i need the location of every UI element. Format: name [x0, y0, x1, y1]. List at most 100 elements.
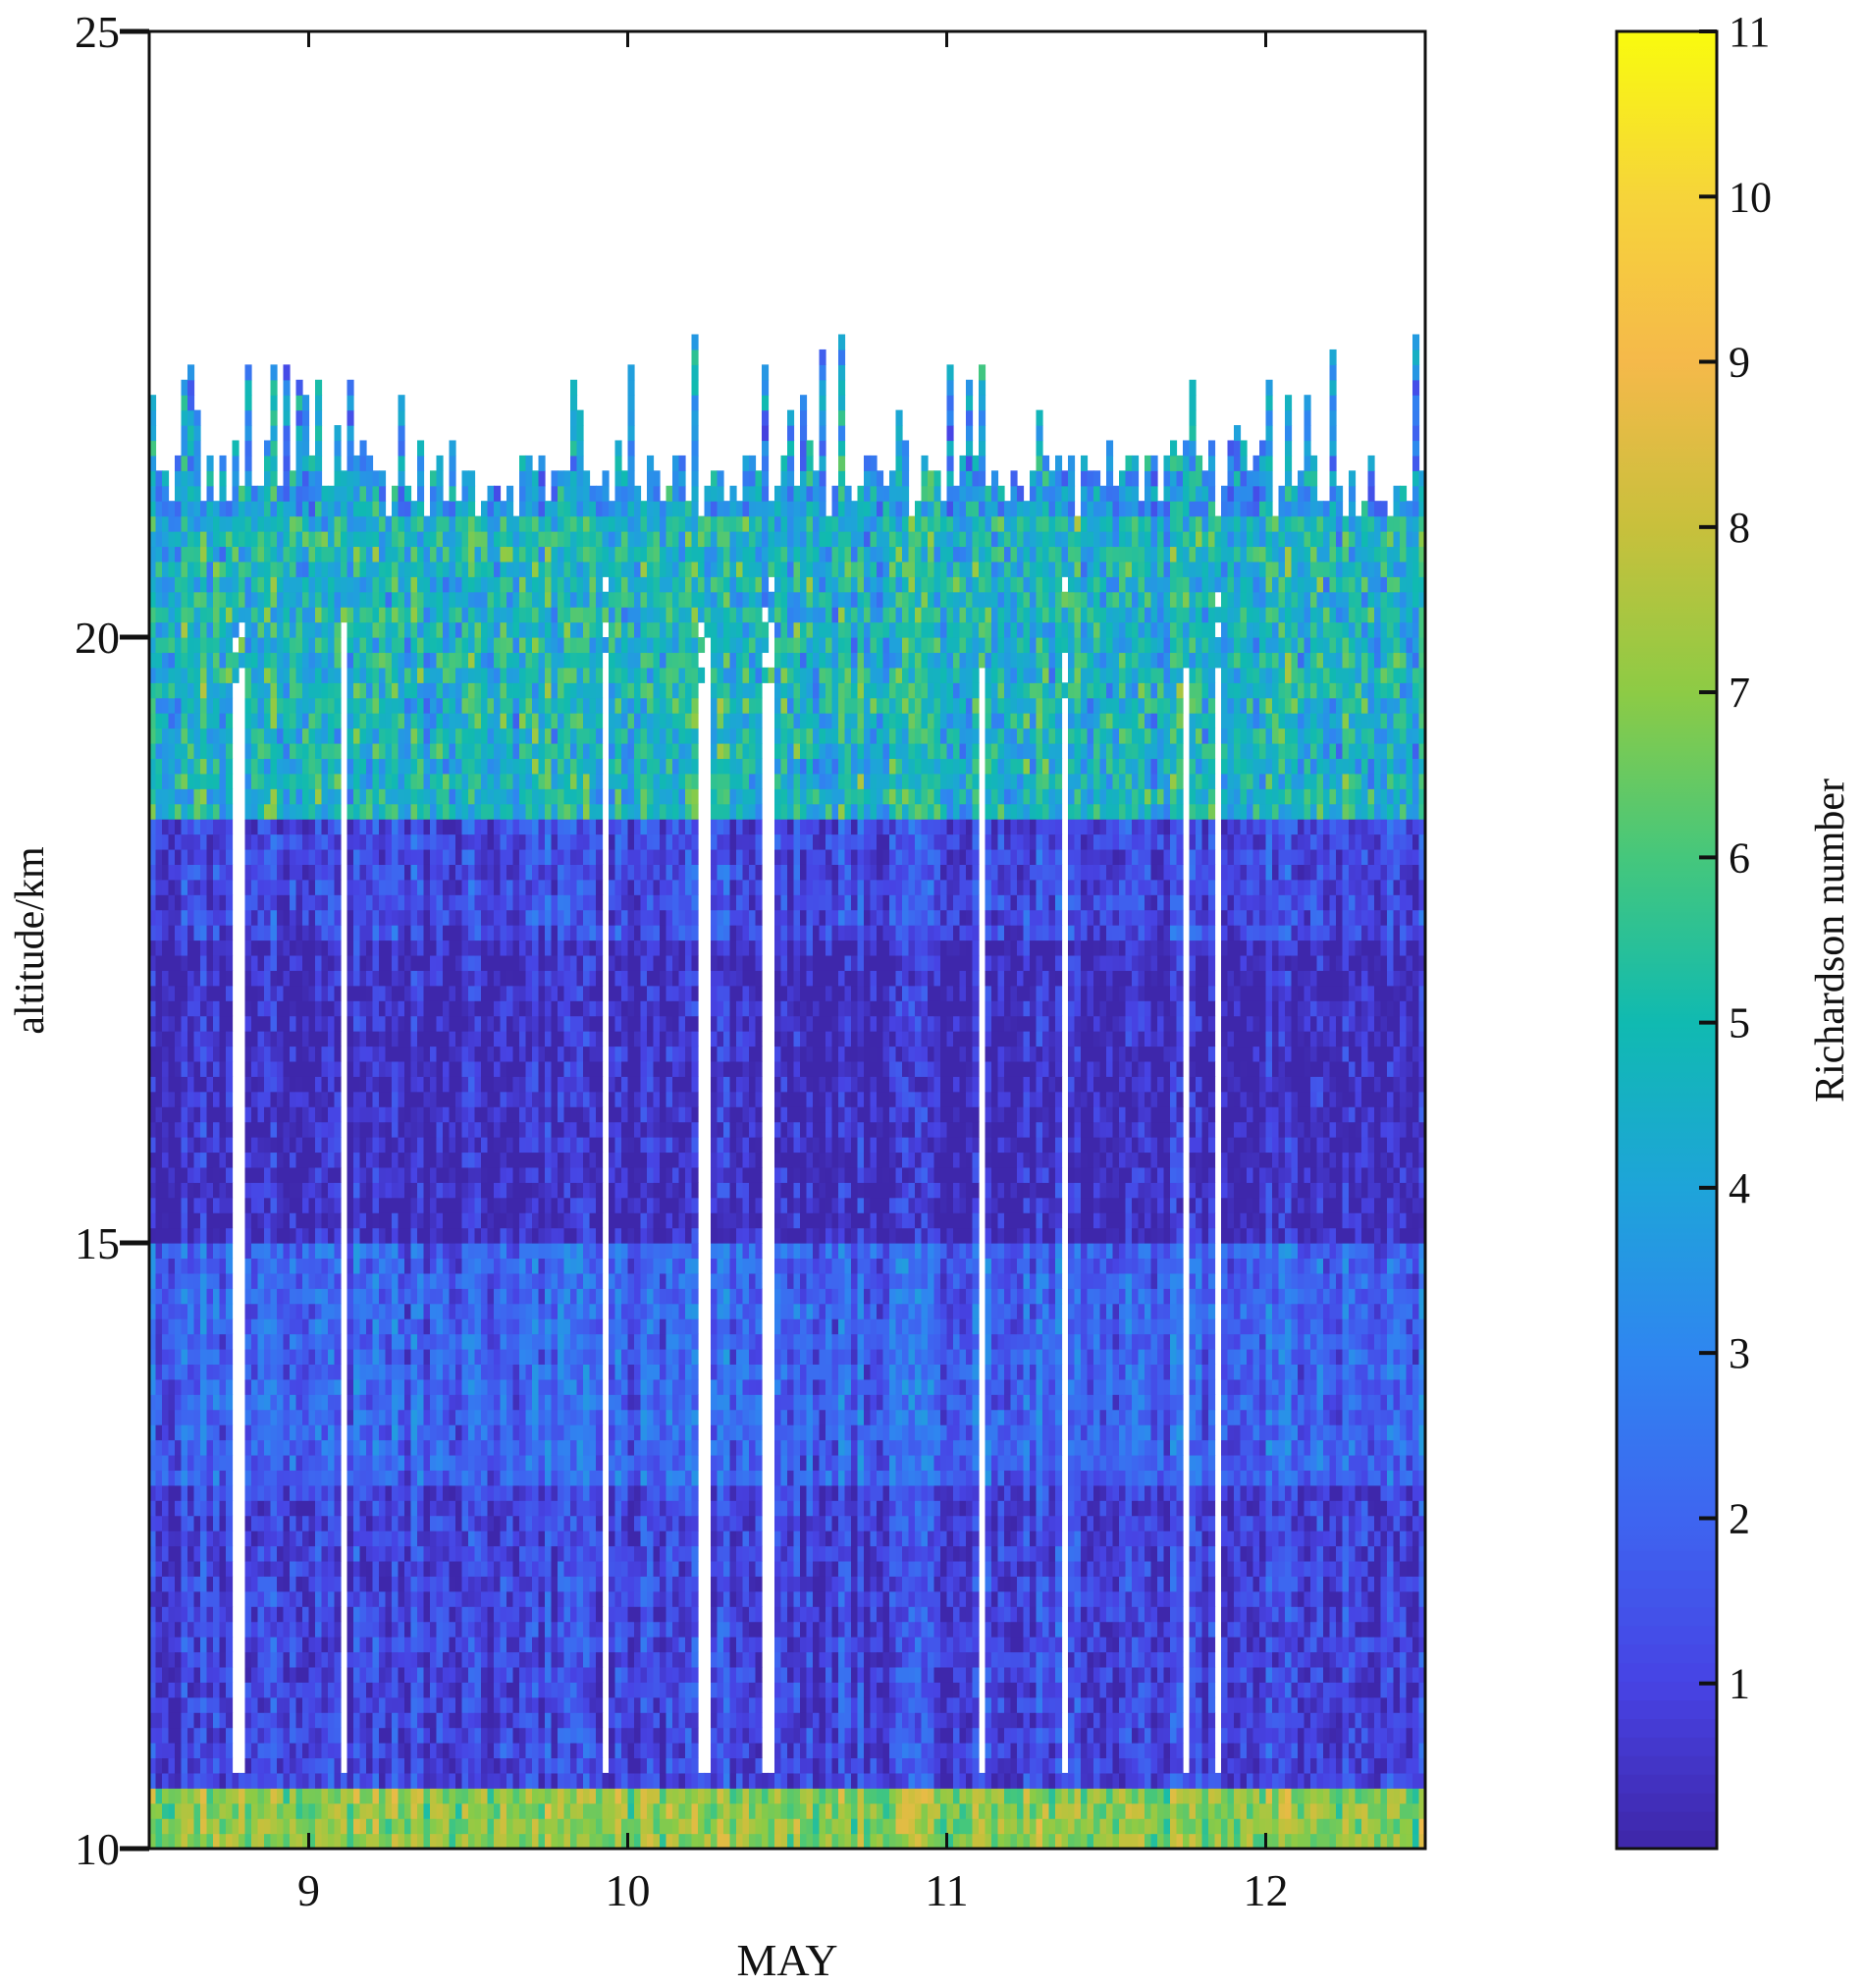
heatmap-cell: [149, 1333, 157, 1350]
heatmap-cell: [264, 1378, 272, 1395]
heatmap-cell: [232, 1818, 240, 1835]
heatmap-cell: [257, 1258, 265, 1274]
heatmap-cell: [315, 879, 323, 895]
heatmap-cell: [264, 1227, 272, 1244]
heatmap-cell: [232, 591, 240, 608]
heatmap-cell: [270, 1272, 278, 1289]
heatmap-cell: [334, 531, 342, 548]
heatmap-cell: [423, 1621, 431, 1638]
heatmap-cell: [346, 531, 354, 548]
heatmap-cell: [321, 1606, 329, 1623]
heatmap-cell: [385, 970, 393, 987]
heatmap-cell: [244, 501, 252, 517]
heatmap-cell: [430, 531, 438, 548]
heatmap-cell: [443, 1137, 451, 1154]
heatmap-cell: [392, 1560, 399, 1577]
heatmap-cell: [187, 1409, 195, 1425]
heatmap-cell: [295, 1212, 303, 1229]
heatmap-cell: [187, 909, 195, 926]
heatmap-cell: [257, 652, 265, 669]
heatmap-cell: [436, 1743, 444, 1759]
heatmap-cell: [359, 1470, 367, 1486]
heatmap-cell: [149, 894, 157, 911]
heatmap-cell: [277, 819, 285, 835]
heatmap-cell: [430, 1015, 438, 1032]
heatmap-cell: [461, 1727, 469, 1744]
heatmap-cell: [290, 1500, 297, 1517]
heatmap-cell: [181, 1243, 188, 1260]
heatmap-cell: [206, 1606, 214, 1623]
heatmap-cell: [244, 1288, 252, 1305]
heatmap-cell: [346, 985, 354, 1001]
heatmap-cell: [264, 713, 272, 729]
heatmap-cell: [181, 1515, 188, 1531]
heatmap-cell: [168, 621, 176, 638]
heatmap-cell: [321, 909, 329, 926]
heatmap-cell: [494, 1060, 502, 1077]
heatmap-cell: [346, 1560, 354, 1577]
heatmap-cell: [321, 1484, 329, 1501]
heatmap-cell: [481, 1031, 489, 1048]
heatmap-cell: [213, 1424, 221, 1441]
heatmap-cell: [315, 1470, 323, 1486]
heatmap-cell: [244, 1651, 252, 1668]
heatmap-cell: [181, 440, 188, 457]
heatmap-cell: [213, 864, 221, 881]
heatmap-cell: [423, 1076, 431, 1093]
heatmap-cell: [187, 970, 195, 987]
heatmap-cell: [244, 621, 252, 638]
heatmap-cell: [474, 1666, 482, 1683]
heatmap-cell: [461, 758, 469, 775]
heatmap-cell: [398, 409, 405, 426]
heatmap-cell: [308, 1531, 316, 1547]
heatmap-cell: [213, 1454, 221, 1471]
heatmap-cell: [264, 1303, 272, 1319]
heatmap-cell: [506, 985, 514, 1001]
heatmap-cell: [175, 848, 183, 865]
heatmap-cell: [181, 485, 188, 502]
heatmap-cell: [449, 1772, 456, 1789]
heatmap-cell: [270, 1076, 278, 1093]
heatmap-cell: [328, 1348, 336, 1365]
heatmap-cell: [206, 1348, 214, 1365]
heatmap-cell: [359, 954, 367, 971]
heatmap-cell: [346, 1515, 354, 1531]
heatmap-cell: [206, 1031, 214, 1048]
heatmap-cell: [385, 1031, 393, 1048]
heatmap-cell: [264, 1515, 272, 1531]
heatmap-cell: [315, 440, 323, 457]
heatmap-cell: [494, 1621, 502, 1638]
heatmap-cell: [404, 1666, 412, 1683]
heatmap-cell: [494, 894, 502, 911]
heatmap-cell: [226, 637, 234, 654]
heatmap-cell: [168, 1000, 176, 1017]
heatmap-cell: [155, 833, 163, 850]
heatmap-cell: [334, 515, 342, 532]
heatmap-cell: [302, 455, 310, 471]
heatmap-cell: [257, 1424, 265, 1441]
heatmap-cell: [277, 607, 285, 623]
heatmap-cell: [500, 1515, 507, 1531]
heatmap-cell: [200, 1121, 208, 1138]
heatmap-cell: [398, 758, 405, 775]
heatmap-cell: [346, 894, 354, 911]
heatmap-cell: [398, 940, 405, 956]
heatmap-cell: [308, 455, 316, 471]
heatmap-cell: [168, 1076, 176, 1093]
heatmap-cell: [175, 894, 183, 911]
heatmap-cell: [175, 1121, 183, 1138]
heatmap-cell: [366, 773, 374, 789]
heatmap-cell: [226, 1409, 234, 1425]
heatmap-cell: [283, 1106, 291, 1123]
heatmap-cell: [219, 1743, 227, 1759]
heatmap-cell: [455, 1378, 463, 1395]
heatmap-cell: [385, 607, 393, 623]
heatmap-cell: [449, 1227, 456, 1244]
heatmap-cell: [443, 727, 451, 744]
heatmap-cell: [474, 1743, 482, 1759]
heatmap-cell: [302, 1515, 310, 1531]
heatmap-cell: [385, 1802, 393, 1819]
heatmap-cell: [353, 1696, 361, 1713]
heatmap-cell: [181, 909, 188, 926]
heatmap-cell: [328, 637, 336, 654]
